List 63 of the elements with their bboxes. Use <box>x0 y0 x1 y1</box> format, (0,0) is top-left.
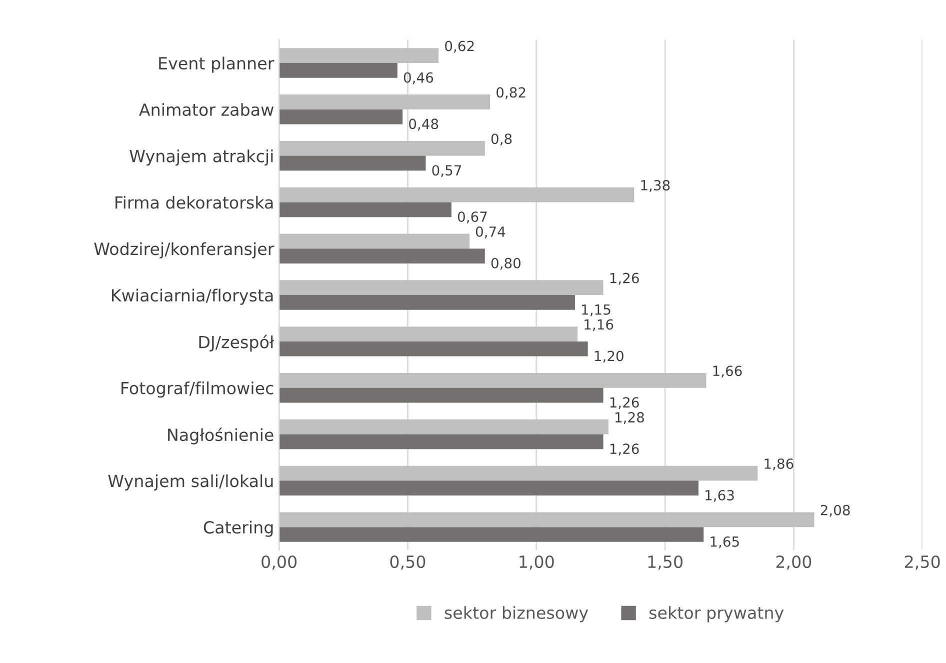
data-label: 1,28 <box>616 412 644 424</box>
bar <box>279 94 490 110</box>
data-label: 1,16 <box>584 319 614 332</box>
y-tick-label: Kwiaciarnia/florysta <box>112 288 273 305</box>
data-label: 1,15 <box>582 304 610 316</box>
data-label: 2,08 <box>820 504 850 517</box>
y-tick-label: Wodzirej/konferansjer <box>94 242 274 258</box>
data-label: 1,63 <box>706 490 734 502</box>
x-tick-label: 0,00 <box>262 555 297 570</box>
y-tick-label: Fotograf/filmowiec <box>122 382 274 398</box>
data-label: 1,26 <box>610 397 639 410</box>
data-label: 0,74 <box>476 226 506 238</box>
data-label: 0,62 <box>445 40 474 53</box>
data-label: 1,20 <box>594 350 624 363</box>
x-tick-label: 2,50 <box>905 555 940 570</box>
y-tick-label: Event planner <box>159 56 274 73</box>
bar <box>279 295 575 310</box>
y-tick-label: Nagłośnienie <box>168 428 274 444</box>
bar <box>279 62 398 78</box>
y-tick-label: Animator zabaw <box>139 103 274 116</box>
data-label: 1,86 <box>764 458 794 470</box>
data-label: 0,82 <box>496 87 526 100</box>
y-tick-label: Wynajem atrakcji <box>130 149 273 166</box>
bar <box>279 156 426 171</box>
x-tick-label: 1,50 <box>648 555 682 570</box>
data-label: 0,57 <box>432 165 462 178</box>
x-tick-label: 1,00 <box>520 555 554 570</box>
x-tick-label: 0,50 <box>390 555 426 570</box>
legend-label: sektor prywatny <box>649 606 784 622</box>
y-tick-label: Catering <box>204 520 273 537</box>
bar <box>279 187 634 202</box>
bar <box>279 48 439 63</box>
bar <box>279 326 578 342</box>
data-label: 0,80 <box>491 258 520 270</box>
bar <box>279 512 814 528</box>
data-label: 1,66 <box>713 366 742 378</box>
bar <box>279 341 588 356</box>
x-tick-label: 2,00 <box>776 555 812 570</box>
data-label: 0,67 <box>458 212 487 224</box>
data-label: 1,26 <box>610 272 639 285</box>
bar <box>279 419 608 434</box>
legend-label: sektor biznesowy <box>444 606 588 622</box>
y-tick-label: Firma dekoratorska <box>116 196 273 209</box>
bar <box>279 388 604 403</box>
y-tick-label: Wynajem sali/lokalu <box>108 474 273 490</box>
bar <box>279 373 706 388</box>
data-label: 1,38 <box>641 180 670 192</box>
data-label: 0,8 <box>491 134 512 146</box>
data-label: 0,48 <box>409 118 438 131</box>
bar <box>279 480 698 496</box>
bar <box>279 202 452 218</box>
bar <box>279 248 485 264</box>
bar <box>279 434 604 450</box>
bar <box>279 527 704 542</box>
data-label: 0,46 <box>404 72 434 84</box>
bar <box>279 280 604 296</box>
bar <box>279 140 485 156</box>
bar <box>279 466 758 481</box>
y-tick-label: DJ/zespół <box>199 334 274 352</box>
bar <box>279 109 403 124</box>
bar <box>279 234 470 249</box>
data-label: 1,65 <box>710 536 739 548</box>
data-label: 1,26 <box>610 444 639 456</box>
